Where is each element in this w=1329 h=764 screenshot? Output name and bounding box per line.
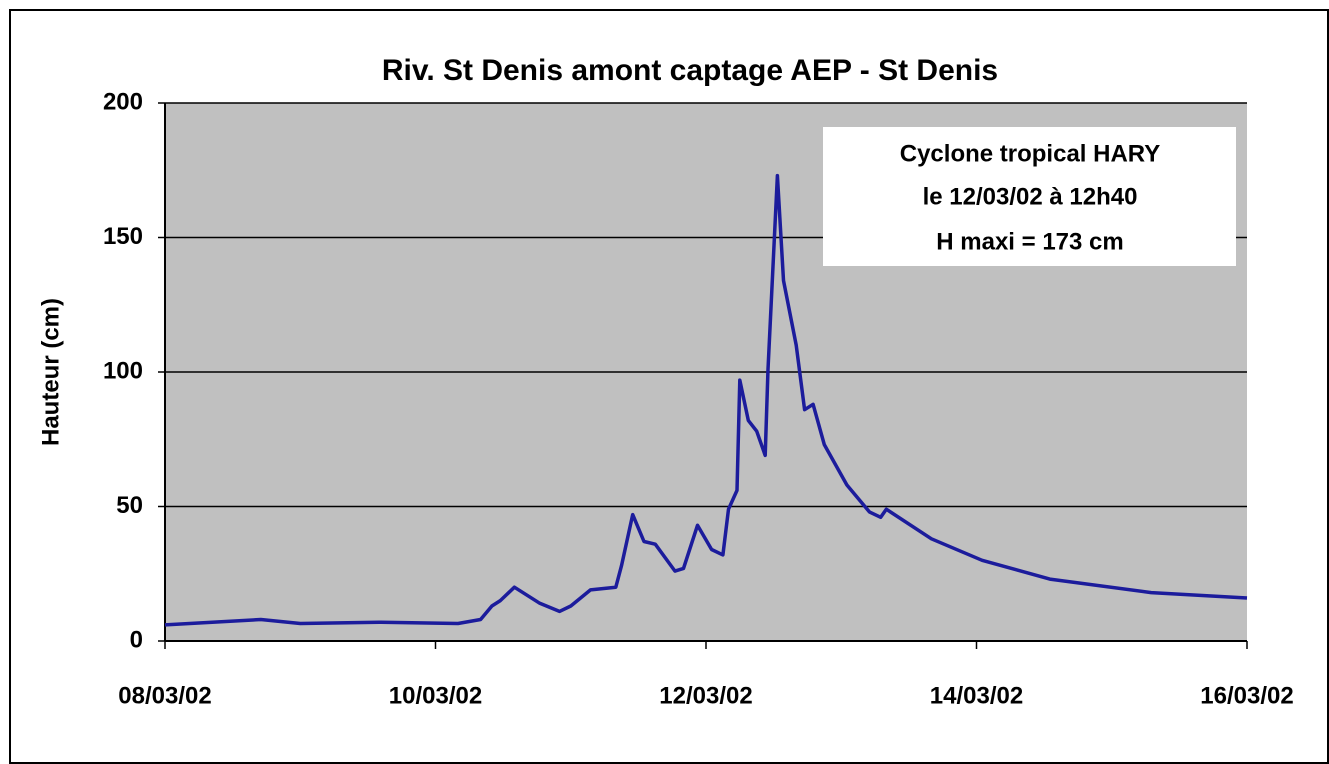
annotation: le 12/03/02 à 12h40 — [923, 183, 1138, 210]
y-tick-label: 0 — [130, 626, 143, 653]
y-tick-label: 50 — [116, 492, 143, 519]
annotation: Cyclone tropical HARY — [900, 140, 1161, 167]
y-axis-label: Hauteur (cm) — [37, 298, 64, 446]
data-line — [164, 173, 1248, 627]
annotation: H maxi = 173 cm — [936, 228, 1123, 255]
y-tick-label: 150 — [103, 223, 143, 250]
y-tick-label: 200 — [103, 88, 143, 115]
annotation-box — [823, 127, 1236, 266]
x-tick-label: 12/03/02 — [659, 682, 752, 709]
x-tick-label: 10/03/02 — [389, 682, 482, 709]
y-tick-label: 100 — [103, 357, 143, 384]
x-tick-label: 16/03/02 — [1200, 682, 1293, 709]
chart-title: Riv. St Denis amont captage AEP - St Den… — [382, 54, 998, 87]
x-tick-label: 08/03/02 — [118, 682, 211, 709]
x-tick-label: 14/03/02 — [930, 682, 1023, 709]
